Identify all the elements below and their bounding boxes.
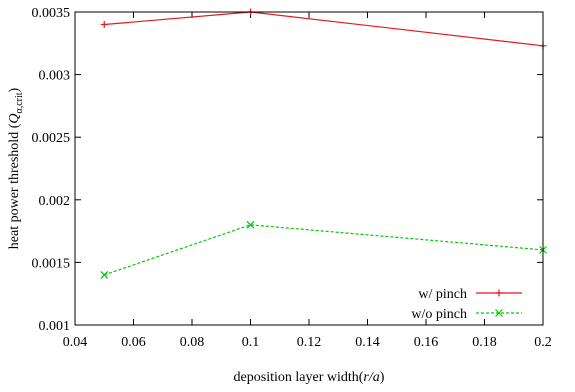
y-axis-label: heat power threshold (Qα,crit) xyxy=(7,87,25,249)
series-line xyxy=(104,224,544,276)
data-point-marker xyxy=(495,289,503,297)
data-point-marker xyxy=(246,220,255,229)
data-point-marker xyxy=(495,309,503,317)
y-tick-label: 0.0035 xyxy=(32,6,71,21)
y-tick-label: 0.0025 xyxy=(32,131,71,146)
x-tick-label: 0.12 xyxy=(297,335,322,350)
y-tick-label: 0.001 xyxy=(39,319,71,334)
y-tick-label: 0.003 xyxy=(39,69,71,84)
y-axis-label-text: heat power threshold ( xyxy=(7,123,22,249)
series-line xyxy=(104,11,544,47)
y-axis-label-close: ) xyxy=(7,87,22,92)
plot-frame xyxy=(74,11,544,326)
x-axis-label: deposition layer width(r/a) xyxy=(234,370,385,385)
series-layer xyxy=(100,8,547,279)
data-point-marker xyxy=(100,21,108,29)
legend-label: w/o pinch xyxy=(411,307,467,322)
x-tick-label: 0.2 xyxy=(534,335,552,350)
tick-layer: 0.04 0.06 0.08 0.1 0.12 0.14 0.16 0.18 0.2 0.001 0… xyxy=(32,6,552,350)
x-tick-label: 0.1 xyxy=(242,335,260,350)
series-2 xyxy=(100,220,547,279)
series-1 xyxy=(100,8,547,50)
x-tick-label: 0.08 xyxy=(180,335,205,350)
legend-label: w/ pinch xyxy=(418,287,467,302)
y-tick-label: 0.002 xyxy=(39,194,71,209)
x-axis-label-text: deposition layer width( xyxy=(234,370,364,385)
x-tick-label: 0.14 xyxy=(355,335,380,350)
x-tick-label: 0.06 xyxy=(121,335,146,350)
legend: w/ pinch w/o pinch xyxy=(411,287,522,322)
y-axis-label-subscript: α,crit xyxy=(14,92,25,113)
x-tick-label: 0.18 xyxy=(472,335,497,350)
y-tick-label: 0.0015 xyxy=(32,256,71,271)
x-tick-label: 0.16 xyxy=(414,335,439,350)
x-tick-label: 0.04 xyxy=(63,335,88,350)
y-axis-label-variable: Q xyxy=(7,114,22,124)
data-point-marker xyxy=(100,270,109,279)
x-axis-label-variable: r/a xyxy=(363,370,379,385)
x-axis-label-close: ) xyxy=(380,370,385,385)
